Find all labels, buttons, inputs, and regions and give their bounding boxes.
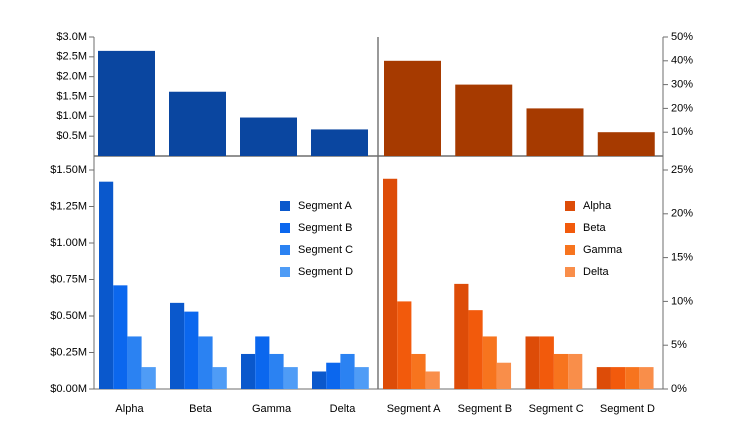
bar [212, 367, 227, 389]
bar [468, 310, 483, 389]
x-tick-label: Gamma [252, 403, 292, 415]
y-tick-label: 10% [671, 126, 693, 138]
legend-label: Segment D [298, 266, 353, 278]
bar [269, 353, 284, 389]
legend-label: Beta [583, 222, 607, 234]
y-tick-label: 0% [671, 383, 687, 395]
bar [354, 367, 369, 389]
y-tick-label: $3.0M [56, 31, 87, 43]
legend-swatch [280, 245, 290, 255]
y-tick-label: $1.0M [56, 110, 87, 122]
y-tick-label: 10% [671, 295, 693, 307]
bar [384, 60, 441, 156]
y-tick-label: $1.5M [56, 90, 87, 102]
y-tick-label: 25% [671, 164, 693, 176]
bar [639, 367, 654, 389]
x-tick-label: Beta [189, 403, 213, 415]
bar [312, 371, 327, 389]
bar [198, 336, 213, 389]
legend-label: Alpha [583, 200, 612, 212]
bar [255, 336, 270, 389]
x-tick-label: Delta [330, 403, 357, 415]
x-tick-label: Segment B [458, 403, 512, 415]
y-tick-label: $1.50M [50, 164, 87, 176]
bar [610, 367, 626, 389]
y-tick-label: 20% [671, 208, 693, 220]
y-tick-label: 15% [671, 252, 693, 264]
bar [184, 311, 199, 389]
y-tick-label: 30% [671, 79, 693, 91]
legend-swatch [565, 267, 575, 277]
legend-swatch [565, 201, 575, 211]
legend-swatch [565, 223, 575, 233]
y-tick-label: $1.00M [50, 237, 87, 249]
bar [525, 336, 540, 389]
bar [625, 367, 640, 389]
bar [241, 353, 256, 389]
bar [526, 108, 584, 156]
bar [326, 362, 341, 389]
legend-label: Gamma [583, 244, 623, 256]
bar [169, 91, 226, 156]
y-tick-label: $0.25M [50, 346, 87, 358]
bar [553, 353, 569, 389]
x-tick-label: Segment A [387, 403, 441, 415]
bar [454, 283, 469, 389]
bar [539, 336, 554, 389]
bar [240, 117, 297, 156]
bar [311, 129, 368, 156]
bar [568, 353, 583, 389]
y-tick-label: $1.25M [50, 200, 87, 212]
bar [170, 302, 185, 389]
legend-label: Segment B [298, 222, 352, 234]
bar [425, 371, 440, 389]
bar [340, 353, 355, 389]
y-tick-label: 20% [671, 102, 693, 114]
legend-label: Delta [583, 266, 610, 278]
legend-swatch [280, 201, 290, 211]
bar [482, 336, 497, 389]
legend-swatch [565, 245, 575, 255]
legend-swatch [280, 223, 290, 233]
y-tick-label: $0.00M [50, 383, 87, 395]
bar [597, 132, 655, 156]
y-tick-label: $0.50M [50, 310, 87, 322]
bar [113, 285, 128, 389]
bar [127, 336, 142, 389]
y-tick-label: 5% [671, 339, 687, 351]
y-tick-label: $0.75M [50, 273, 87, 285]
bar [383, 178, 398, 389]
bar [141, 367, 156, 389]
x-tick-label: Segment D [600, 403, 655, 415]
bar [596, 367, 611, 389]
bar [455, 84, 513, 156]
x-tick-label: Alpha [115, 403, 144, 415]
legend-label: Segment A [298, 200, 352, 212]
x-tick-label: Segment C [529, 403, 584, 415]
bar [411, 353, 426, 389]
y-tick-label: 40% [671, 55, 693, 67]
bar [283, 367, 298, 389]
bar [397, 301, 412, 389]
legend-label: Segment C [298, 244, 353, 256]
y-tick-label: $0.5M [56, 130, 87, 142]
legend-swatch [280, 267, 290, 277]
bar [496, 362, 512, 389]
y-tick-label: $2.5M [56, 51, 87, 63]
y-tick-label: 50% [671, 31, 693, 43]
bar [99, 181, 114, 389]
y-tick-label: $2.0M [56, 71, 87, 83]
bar [98, 50, 155, 157]
